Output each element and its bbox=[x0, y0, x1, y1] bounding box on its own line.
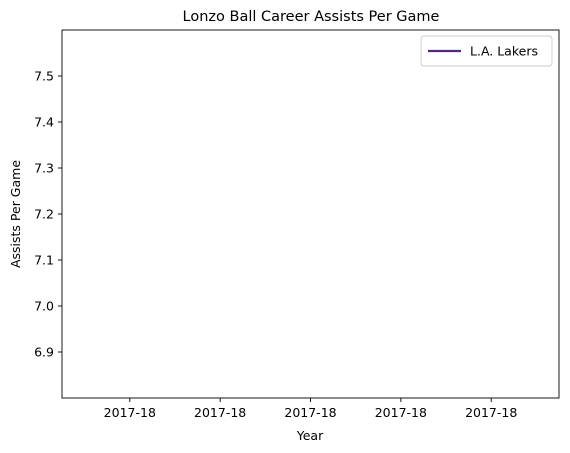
x-tick-label: 2017-18 bbox=[284, 405, 336, 420]
y-tick-label: 6.9 bbox=[34, 345, 54, 360]
legend: L.A. Lakers bbox=[420, 35, 553, 67]
legend-box bbox=[420, 35, 553, 67]
x-tick-label: 2017-18 bbox=[104, 405, 156, 420]
y-tick-label: 7.4 bbox=[34, 115, 54, 130]
y-axis-ticks: 6.9 7.0 7.1 7.2 7.3 7.4 7.5 bbox=[34, 69, 62, 360]
y-tick-label: 7.1 bbox=[34, 253, 54, 268]
legend-label-lakers: L.A. Lakers bbox=[470, 44, 538, 59]
x-tick-label: 2017-18 bbox=[465, 405, 517, 420]
x-tick-label: 2017-18 bbox=[194, 405, 246, 420]
chart-title: Lonzo Ball Career Assists Per Game bbox=[183, 9, 440, 25]
y-tick-label: 7.0 bbox=[34, 299, 54, 314]
plot-area bbox=[61, 29, 560, 399]
y-tick-label: 7.3 bbox=[34, 161, 54, 176]
x-axis-ticks: 2017-18 2017-18 2017-18 2017-18 2017-18 bbox=[104, 398, 517, 420]
y-tick-label: 7.5 bbox=[34, 69, 54, 84]
y-tick-label: 7.2 bbox=[34, 207, 54, 222]
x-tick-label: 2017-18 bbox=[375, 405, 427, 420]
x-axis-label: Year bbox=[296, 428, 324, 443]
y-axis-label: Assists Per Game bbox=[8, 160, 23, 268]
